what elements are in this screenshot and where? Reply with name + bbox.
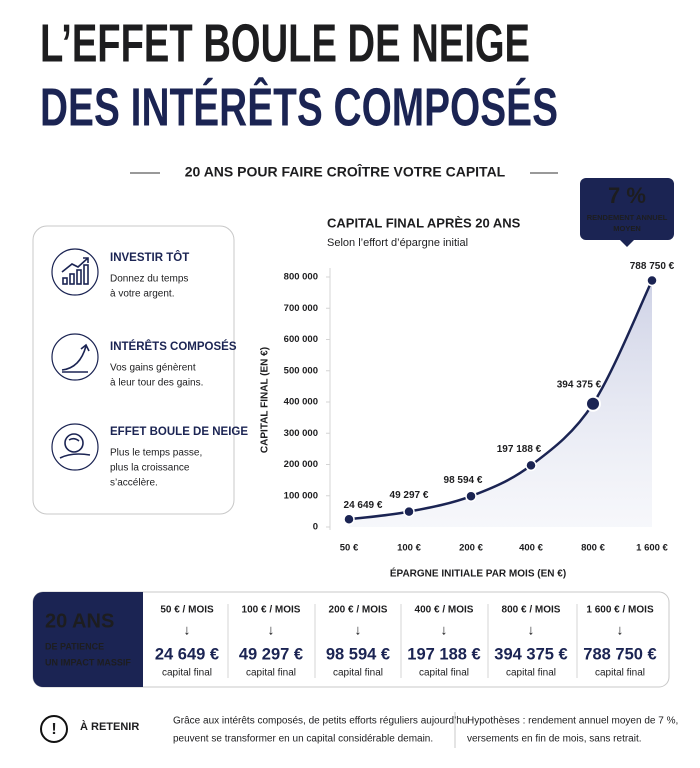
y-tick-label: 0 xyxy=(313,522,318,533)
point xyxy=(525,459,537,472)
sidebar-item-text: à leur tour des gains. xyxy=(110,378,203,389)
y-tick-label: 300 000 xyxy=(284,428,318,439)
column-caption: capital final xyxy=(162,668,212,679)
column-header: 1 600 € / MOIS xyxy=(586,605,654,616)
summary-title: 20 ANS xyxy=(45,610,114,632)
column-value: 49 297 € xyxy=(239,645,303,663)
column-header: 200 € / MOIS xyxy=(329,605,388,616)
footer-label: À RETENIR xyxy=(80,720,139,733)
footer-text: peuvent se transformer en un capital con… xyxy=(173,734,433,745)
sidebar-item-text: Vos gains génèrent xyxy=(110,363,196,374)
column-caption: capital final xyxy=(595,668,645,679)
sidebar-item-text: Donnez du temps xyxy=(110,274,188,285)
x-tick-label: 1 600 € xyxy=(636,543,668,554)
y-tick-label: 200 000 xyxy=(284,459,318,470)
column-caption: capital final xyxy=(419,668,469,679)
footer-text: Grâce aux intérêts composés, de petits e… xyxy=(173,716,470,727)
sidebar-item-text: plus la croissance xyxy=(110,463,190,474)
sidebar-item-title: INTÉRÊTS COMPOSÉS xyxy=(110,340,237,353)
y-axis-label: CAPITAL FINAL (EN €) xyxy=(260,347,271,453)
column-header: 400 € / MOIS xyxy=(415,605,474,616)
value-label: 24 649 € xyxy=(344,500,383,511)
column-arrow: ↓ xyxy=(617,622,624,638)
value-label: 788 750 € xyxy=(630,261,675,272)
sidebar-item-title: EFFET BOULE DE NEIGE xyxy=(110,426,248,438)
column-value: 197 188 € xyxy=(407,645,480,663)
point xyxy=(465,490,477,502)
value-label: 98 594 € xyxy=(444,475,483,486)
column-arrow: ↓ xyxy=(184,622,191,638)
x-tick-label: 800 € xyxy=(581,543,605,554)
badge-value: 7 % xyxy=(608,183,646,208)
summary-subtitle: UN IMPACT MASSIF xyxy=(45,657,131,667)
badge xyxy=(580,178,674,247)
sidebar-item-text: Plus le temps passe, xyxy=(110,448,202,459)
point xyxy=(343,513,355,526)
title-line-2: DES INTÉRÊTS COMPOSÉS xyxy=(40,76,558,137)
column-caption: capital final xyxy=(506,668,556,679)
point xyxy=(585,395,601,412)
column-caption: capital final xyxy=(246,668,296,679)
value-label: 197 188 € xyxy=(497,444,542,455)
column-value: 98 594 € xyxy=(326,645,390,663)
sidebar-item-title: INVESTIR TÔT xyxy=(110,251,189,264)
footer-icon xyxy=(40,715,68,743)
icon-growth xyxy=(51,248,99,296)
chart-title: CAPITAL FINAL APRÈS 20 ANS xyxy=(327,215,521,230)
footer-icon-mark: ! xyxy=(51,721,56,738)
column-arrow: ↓ xyxy=(441,622,448,638)
point xyxy=(403,505,415,518)
column-value: 788 750 € xyxy=(583,645,656,663)
y-tick-label: 600 000 xyxy=(284,334,318,345)
footer-note: versements en fin de mois, sans retrait. xyxy=(467,734,642,745)
x-tick-label: 200 € xyxy=(459,543,483,554)
y-tick-label: 500 000 xyxy=(284,365,318,376)
area-fill xyxy=(349,280,652,527)
summary-subtitle: DE PATIENCE xyxy=(45,641,104,651)
icon-compound xyxy=(51,333,99,381)
sidebar-item-text: à votre argent. xyxy=(110,289,174,300)
y-tick-label: 800 000 xyxy=(284,272,318,283)
y-tick-label: 700 000 xyxy=(284,303,318,314)
sidebar-item-text: s’accélère. xyxy=(110,478,158,489)
point xyxy=(646,274,658,287)
y-tick-label: 100 000 xyxy=(284,490,318,501)
value-label: 394 375 € xyxy=(557,379,602,390)
x-tick-label: 50 € xyxy=(340,543,359,554)
badge-label: MOYEN xyxy=(613,224,641,233)
icon-snowball xyxy=(51,423,99,471)
title-line-1: L’EFFET BOULE DE NEIGE xyxy=(40,13,530,73)
subtitle: 20 ANS POUR FAIRE CROÎTRE VOTRE CAPITAL xyxy=(185,163,506,180)
column-arrow: ↓ xyxy=(355,622,362,638)
x-tick-label: 100 € xyxy=(397,543,421,554)
column-arrow: ↓ xyxy=(528,622,535,638)
footer-note: Hypothèses : rendement annuel moyen de 7… xyxy=(467,716,678,727)
chart-subtitle: Selon l’effort d’épargne initial xyxy=(327,237,468,249)
value-label: 49 297 € xyxy=(390,490,429,501)
column-caption: capital final xyxy=(333,668,383,679)
column-value: 24 649 € xyxy=(155,645,219,663)
x-tick-label: 400 € xyxy=(519,543,543,554)
x-axis-label: ÉPARGNE INITIALE PAR MOIS (EN €) xyxy=(390,567,566,580)
y-tick-label: 400 000 xyxy=(284,397,318,408)
column-header: 800 € / MOIS xyxy=(502,605,561,616)
column-arrow: ↓ xyxy=(268,622,275,638)
summary-panel xyxy=(33,592,143,687)
column-header: 50 € / MOIS xyxy=(160,605,214,616)
column-value: 394 375 € xyxy=(494,645,567,663)
column-header: 100 € / MOIS xyxy=(242,605,301,616)
badge-label: RENDEMENT ANNUEL xyxy=(587,213,668,222)
